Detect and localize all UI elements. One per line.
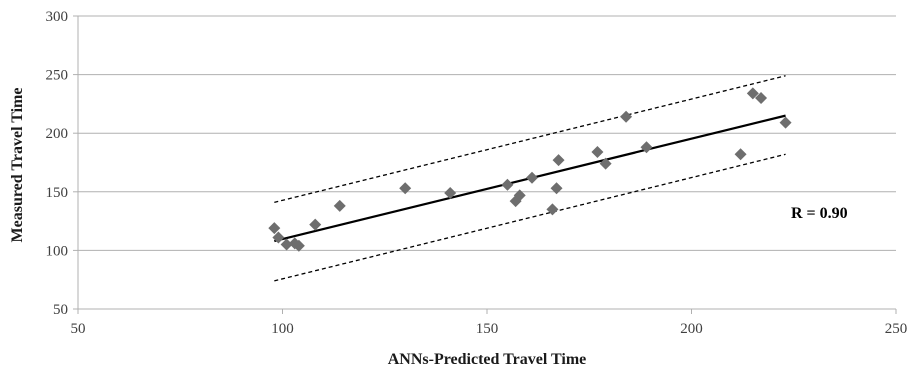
- x-tick-label: 50: [71, 321, 86, 337]
- data-point: [272, 231, 285, 244]
- data-point: [309, 218, 322, 231]
- data-point: [640, 141, 653, 154]
- gridlines: [73, 15, 897, 314]
- data-point: [550, 182, 563, 195]
- data-point: [746, 87, 759, 100]
- x-tick-label: 250: [885, 321, 908, 337]
- y-tick-label: 100: [46, 243, 69, 259]
- data-point: [292, 239, 305, 252]
- data-point: [501, 178, 514, 191]
- data-point: [399, 182, 412, 195]
- correlation-annotation: R = 0.90: [791, 205, 848, 222]
- data-point: [599, 157, 612, 170]
- data-points: [268, 87, 792, 252]
- x-tick-label: 200: [680, 321, 703, 337]
- data-point: [525, 171, 538, 184]
- data-point: [755, 92, 768, 105]
- y-tick-label: 250: [46, 68, 69, 84]
- x-tick-labels: 50 100 150 200 250: [71, 321, 908, 337]
- data-point: [620, 110, 633, 123]
- data-point: [444, 186, 457, 199]
- confidence-bound-line: [274, 153, 786, 282]
- y-axis-title: Measured Travel Time: [9, 88, 26, 243]
- x-tick-label: 100: [271, 321, 294, 337]
- data-point: [591, 145, 604, 158]
- y-tick-label: 150: [46, 185, 69, 201]
- x-axis-title: ANNs-Predicted Travel Time: [388, 351, 587, 368]
- x-tick-label: 150: [476, 321, 499, 337]
- y-tick-label: 200: [46, 126, 69, 142]
- data-point: [268, 222, 281, 235]
- data-point: [280, 238, 293, 251]
- data-point: [513, 189, 526, 202]
- data-point: [779, 116, 792, 129]
- data-point: [546, 203, 559, 216]
- confidence-bound-line: [274, 75, 786, 203]
- y-tick-label: 300: [46, 9, 69, 25]
- data-point: [552, 154, 565, 167]
- data-point: [333, 199, 346, 212]
- data-point: [734, 148, 747, 161]
- confidence-bounds: [274, 75, 786, 282]
- y-tick-label: 50: [53, 302, 68, 318]
- y-tick-labels: 50 100 150 200 250 300: [46, 9, 69, 318]
